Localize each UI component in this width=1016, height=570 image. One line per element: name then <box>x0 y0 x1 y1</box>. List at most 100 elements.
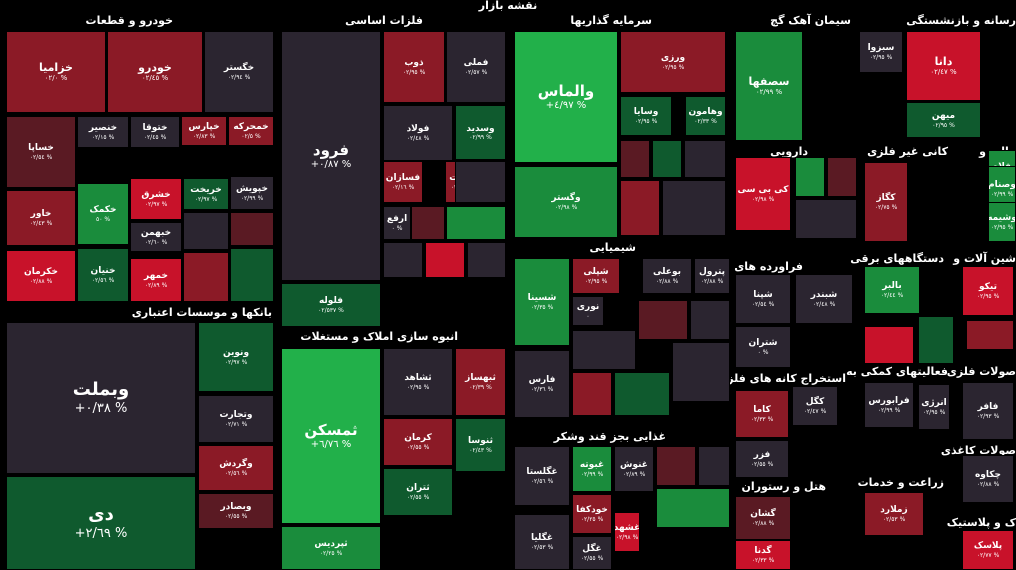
stock-tile[interactable]: چکاوه ٠٢/٨٨ % <box>962 455 1014 503</box>
stock-tile[interactable]: کاما ٠٢/٣٣ % <box>735 390 789 438</box>
stock-tile-small[interactable] <box>656 446 696 486</box>
stock-tile-small[interactable] <box>662 180 726 236</box>
stock-tile[interactable]: خمحرکه ٠٢/٥ % <box>228 116 274 146</box>
stock-tile[interactable]: فرود +٠/٨٧ % <box>281 31 381 281</box>
stock-tile[interactable]: خبهمن ٠٢/٦٠ % <box>130 222 182 252</box>
stock-tile[interactable]: ثپردیس ٠٢/٢٥ % <box>281 526 381 570</box>
stock-tile[interactable]: زملارد ٠٢/٥٣ % <box>864 492 924 536</box>
stock-tile-small[interactable] <box>918 316 954 364</box>
stock-tile-small[interactable] <box>620 180 660 236</box>
stock-tile-small[interactable] <box>230 212 274 246</box>
stock-tile[interactable]: خشرق ٠٢/٩٧ % <box>130 178 182 220</box>
stock-tile[interactable]: خریخت ٠٢/٩٧ % <box>183 178 229 210</box>
stock-tile-small[interactable] <box>795 199 857 239</box>
stock-tile[interactable]: فرابورس ٠٢/٩٩ % <box>864 382 914 428</box>
stock-tile[interactable]: غگلستا ٠٢/٥٦ % <box>514 446 570 506</box>
stock-tile[interactable]: پلاسک ٠٢/٧٧ % <box>962 530 1014 570</box>
stock-tile[interactable]: خپویش ٠٢/٩٩ % <box>230 176 274 210</box>
stock-tile[interactable]: سبزوا ٠٢/٩٥ % <box>859 31 903 73</box>
stock-tile[interactable]: خساپا ٠٢/٥٤ % <box>6 116 76 188</box>
stock-tile[interactable]: گدنا ٠٢/٣٣ % <box>735 540 791 570</box>
stock-tile[interactable]: خزامیا ٠٢/٠ % <box>6 31 106 113</box>
stock-tile[interactable]: ختوقا ٠٢/٤٥ % <box>130 116 180 148</box>
stock-tile[interactable]: انرژی ٠٢/٩٥ % <box>918 384 950 430</box>
stock-tile[interactable]: میهن ٠٢/٩٥ % <box>906 102 981 138</box>
stock-tile[interactable]: ذوب ٠٢/٩٥ % <box>383 31 445 103</box>
stock-tile[interactable]: غنوش ٠٢/٨٩ % <box>614 446 654 492</box>
stock-tile-small[interactable] <box>614 372 670 416</box>
stock-tile[interactable]: والماس +٤/٩٧ % <box>514 31 618 163</box>
stock-tile[interactable]: ثبهساز ٠٢/٣٩ % <box>455 348 506 416</box>
stock-tile[interactable]: فارس ٠٢/٣٦ % <box>514 350 570 418</box>
stock-tile[interactable]: فافر ٠٢/٩٣ % <box>962 382 1014 440</box>
stock-tile[interactable]: ثشاهد ٠٢/٩٥ % <box>383 348 453 416</box>
stock-tile-small[interactable] <box>467 242 506 278</box>
stock-tile-small[interactable] <box>446 206 506 240</box>
stock-tile[interactable]: ورزی ٠٢/٩٥ % <box>620 31 726 93</box>
stock-tile[interactable]: وسدید ٠٢/٩٩ % <box>455 105 506 160</box>
stock-tile-small[interactable] <box>620 140 650 178</box>
stock-tile[interactable]: کی بی سی ٠٢/٩٨ % <box>735 157 791 231</box>
stock-tile[interactable]: غشهد ٠٢/٩٨ % <box>614 512 640 552</box>
stock-tile[interactable]: دی +٢/٦٩ % <box>6 476 196 570</box>
stock-tile[interactable]: وبصادر ٠٢/٥٥ % <box>198 493 274 529</box>
stock-tile[interactable]: وتجارت ٠٢/٧١ % <box>198 395 274 443</box>
stock-tile[interactable]: فملی ٠٢/٥٧ % <box>446 31 506 103</box>
stock-tile[interactable]: ارفع ٠ % <box>383 206 411 240</box>
stock-tile[interactable]: ثتران ٠٢/٥٥ % <box>383 468 453 516</box>
stock-tile[interactable]: ثنوسا ٠٢/٤٣ % <box>455 418 506 472</box>
stock-tile[interactable]: بالبر ٠٢/٤٤ % <box>864 266 920 314</box>
stock-tile[interactable]: وگردش ٠٢/٥٦ % <box>198 445 274 491</box>
stock-tile-small[interactable] <box>572 330 636 370</box>
stock-tile-small[interactable] <box>795 157 825 197</box>
stock-tile[interactable]: فولاد ٠٢/٤٨ % <box>383 105 453 161</box>
stock-tile-small[interactable] <box>698 446 730 486</box>
stock-tile[interactable]: خمهر ٠٢/٨٩ % <box>130 258 182 302</box>
stock-tile[interactable]: وگستر ٠٢/٩٨ % <box>514 166 618 238</box>
stock-tile[interactable]: وهامون ٠٢/٣٣ % <box>685 96 726 136</box>
stock-tile-small[interactable] <box>638 300 688 340</box>
stock-tile-small[interactable] <box>183 252 229 302</box>
stock-tile-small[interactable] <box>690 300 730 340</box>
stock-tile[interactable]: خاور ٠٢/٤٣ % <box>6 190 76 246</box>
stock-tile[interactable]: شسینا ٠٢/٣٥ % <box>514 258 570 346</box>
stock-tile-small[interactable] <box>652 140 682 178</box>
stock-tile[interactable]: پترول ٠٢/٨٨ % <box>694 258 730 294</box>
stock-tile[interactable]: فزر ٠٢/٥٥ % <box>735 440 789 478</box>
stock-tile[interactable]: بوعلی ٠٢/٨٨ % <box>642 258 692 294</box>
stock-tile[interactable]: ونوین ٠٢/٩٧ % <box>198 322 274 392</box>
stock-tile[interactable]: غگلیا ٠٢/٥٣ % <box>514 514 570 570</box>
stock-tile[interactable]: شپلی ٠٢/٩٥ % <box>572 258 620 294</box>
stock-tile[interactable]: کگاز ٠٢/٧٥ % <box>864 162 908 242</box>
stock-tile-small[interactable] <box>455 161 506 203</box>
stock-tile[interactable]: خودرو ٠٢/٤٥ % <box>107 31 203 113</box>
stock-tile[interactable]: شپنا ٠٢/٥٤ % <box>735 274 791 324</box>
stock-tile[interactable]: ثمسکن +٦/٧٦ % <box>281 348 381 524</box>
stock-tile[interactable]: فسازان ٠٢/١٦ % <box>383 161 423 203</box>
stock-tile[interactable]: خودکفا ٠٢/٢٥ % <box>572 494 612 534</box>
stock-tile[interactable]: دانا ٠٢/٤٧ % <box>906 31 981 101</box>
stock-tile[interactable]: شتران ٠ % <box>735 326 791 368</box>
stock-tile[interactable]: شبندر ٠٢/٤٨ % <box>795 274 853 324</box>
stock-tile-small[interactable] <box>183 212 229 250</box>
stock-tile-small[interactable] <box>411 206 445 240</box>
stock-tile-small[interactable] <box>827 157 857 197</box>
stock-tile[interactable]: تیکو ٠٢/٩٥ % <box>962 266 1014 316</box>
stock-tile[interactable]: وشیمه ٠٢/٩٥ % <box>988 202 1016 242</box>
stock-tile-small[interactable] <box>425 242 465 278</box>
stock-tile[interactable]: سصفها ٠٢/٩٩ % <box>735 31 803 141</box>
stock-tile[interactable]: خنیان ٠٢/٥٦ % <box>77 248 129 302</box>
stock-tile[interactable]: خکرمان ٠٢/٨٨ % <box>6 250 76 302</box>
stock-tile-small[interactable] <box>572 372 612 416</box>
stock-tile[interactable]: فلوله ٠٢/٥٣٧ % <box>281 283 381 327</box>
stock-tile-small[interactable] <box>966 320 1014 350</box>
stock-tile-small[interactable] <box>672 342 730 402</box>
stock-tile-small[interactable] <box>656 488 730 528</box>
stock-tile-small[interactable] <box>864 326 914 364</box>
stock-tile[interactable]: کگل ٠٢/٤٧ % <box>792 386 838 426</box>
stock-tile[interactable]: خکمک ٥٠ % <box>77 183 129 245</box>
stock-tile[interactable]: خنصیر ٠٢/١٥ % <box>77 116 129 148</box>
stock-tile-small[interactable] <box>684 140 726 178</box>
stock-tile[interactable]: نوری ٠ <box>572 296 604 326</box>
stock-tile-small[interactable] <box>383 242 423 278</box>
